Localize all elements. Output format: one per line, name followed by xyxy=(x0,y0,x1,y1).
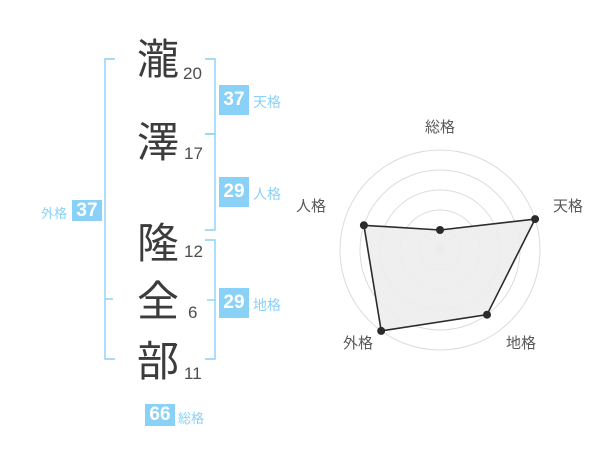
svg-text:人格: 人格 xyxy=(296,195,326,216)
svg-text:外格: 外格 xyxy=(343,332,373,353)
svg-text:総格: 総格 xyxy=(425,116,455,137)
svg-text:地格: 地格 xyxy=(506,332,536,353)
svg-text:天格: 天格 xyxy=(553,195,583,216)
